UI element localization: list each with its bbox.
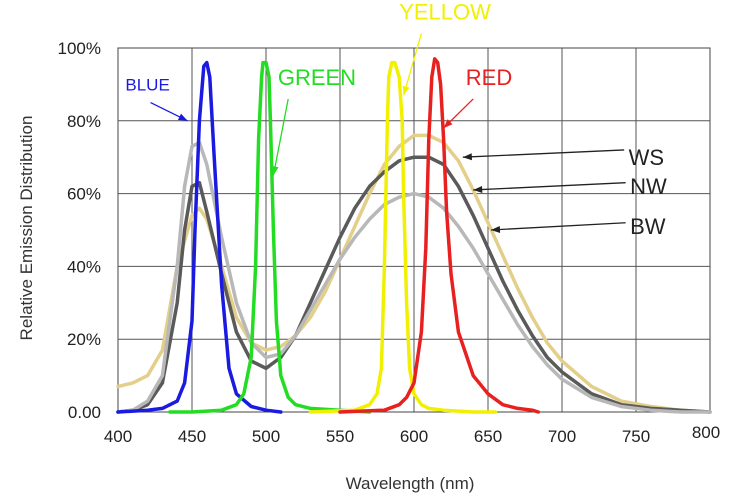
- annotation-pointer: [490, 222, 626, 231]
- annotation-label-yellow: YELLOW: [399, 0, 491, 24]
- x-tick-label: 450: [178, 427, 206, 446]
- annotation-arrowhead: [490, 226, 501, 234]
- annotation-label-red: RED: [466, 65, 512, 90]
- x-tick-label: 650: [474, 427, 502, 446]
- series-green-line: [168, 60, 372, 414]
- x-tick-label: 400: [104, 427, 132, 446]
- series-yellow-line: [308, 60, 498, 414]
- annotation-pointer: [272, 98, 289, 176]
- x-tick-label: 500: [252, 427, 280, 446]
- annotation-pointer: [462, 149, 625, 158]
- annotation-arrowhead: [473, 186, 483, 194]
- y-tick-label: 80%: [67, 112, 101, 131]
- annotation-arrowhead: [402, 85, 410, 96]
- x-tick-label: 750: [622, 427, 650, 446]
- annotation-label-nw: NW: [630, 174, 667, 199]
- grid: [117, 47, 711, 413]
- y-tick-label: 20%: [67, 330, 101, 349]
- x-tick-label: 800: [692, 423, 720, 442]
- series-ws-line: [116, 133, 712, 414]
- annotations: BLUE GREEN YELLOW RED WS NW BW: [125, 0, 667, 239]
- annotation-pointer: [403, 33, 423, 96]
- series-bw-line: [116, 140, 712, 414]
- y-axis-label: Relative Emission Distribution: [17, 116, 36, 341]
- annotation-arrowhead: [443, 119, 453, 129]
- x-tick-label: 600: [400, 427, 428, 446]
- series-blue-line: [116, 60, 283, 414]
- x-tick-label: 550: [326, 427, 354, 446]
- annotation-label-green: GREEN: [278, 65, 356, 90]
- annotation-label-bw: BW: [630, 214, 666, 239]
- y-tick-label: 0.00: [68, 403, 101, 422]
- series-layer: [116, 57, 712, 414]
- annotation-arrowhead: [462, 153, 472, 161]
- series-nw-line: [116, 155, 712, 414]
- annotation-label-ws: WS: [629, 145, 664, 170]
- y-tick-label: 60%: [67, 185, 101, 204]
- x-tick-label: 700: [548, 427, 576, 446]
- y-tick-label: 40%: [67, 257, 101, 276]
- annotation-label-blue: BLUE: [125, 75, 169, 94]
- annotation-arrowhead: [271, 165, 279, 176]
- y-tick-label: 100%: [58, 39, 101, 58]
- annotation-pointer: [473, 182, 626, 191]
- x-axis-label: Wavelength (nm): [346, 474, 475, 493]
- series-red-line: [338, 57, 541, 414]
- annotation-arrowhead: [177, 113, 188, 121]
- ticks: 400 450 500 550 600 650 700 750 800 0.00 20% 40% 60%…: [58, 39, 721, 446]
